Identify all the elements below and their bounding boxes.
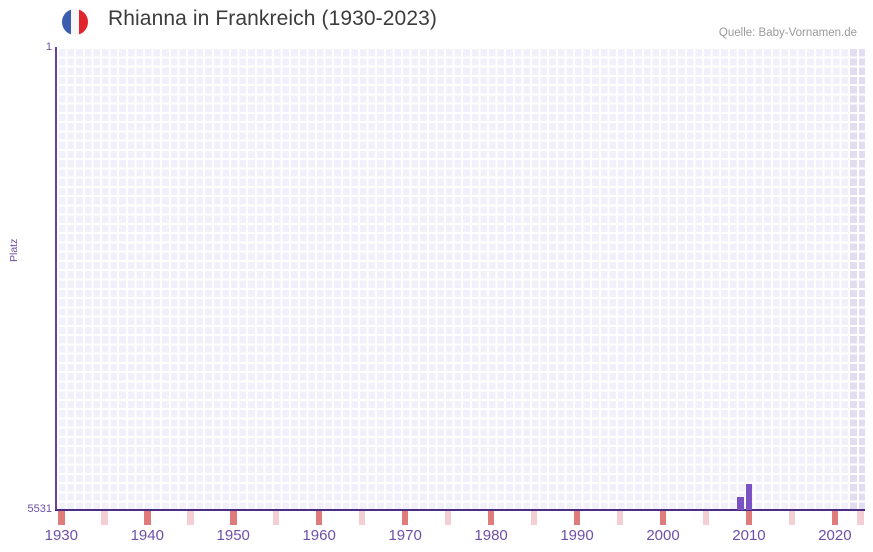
x-tickmark-1950 bbox=[229, 511, 237, 525]
x-tickmark-2010 bbox=[745, 511, 753, 525]
x-axis-label-2020: 2020 bbox=[818, 527, 852, 544]
bar-series bbox=[57, 47, 865, 510]
x-tickmark-2023 bbox=[857, 511, 864, 525]
x-axis-label-2010: 2010 bbox=[732, 527, 766, 544]
x-tickmark-1995 bbox=[616, 511, 624, 525]
x-tickmark-1955 bbox=[272, 511, 280, 525]
flag-band-white bbox=[70, 9, 80, 35]
x-tickmark-1960 bbox=[315, 511, 323, 525]
x-axis-tickstrip bbox=[57, 511, 865, 525]
x-axis-label-1970: 1970 bbox=[388, 527, 422, 544]
y-axis-spine bbox=[55, 47, 57, 510]
bar-2009[interactable] bbox=[737, 496, 744, 510]
chart-header: Rhianna in Frankreich (1930-2023) Quelle… bbox=[0, 0, 873, 46]
source-attribution: Quelle: Baby-Vornamen.de bbox=[718, 27, 857, 39]
x-tickmark-1935 bbox=[100, 511, 108, 525]
x-tickmark-2005 bbox=[702, 511, 710, 525]
x-axis-label-1950: 1950 bbox=[216, 527, 250, 544]
x-tickmark-1985 bbox=[530, 511, 538, 525]
flag-band-red bbox=[79, 9, 88, 35]
x-tickmark-1940 bbox=[143, 511, 151, 525]
x-tickmark-1970 bbox=[401, 511, 409, 525]
y-axis-tick-top: 1 bbox=[45, 41, 52, 53]
x-axis-label-1930: 1930 bbox=[44, 527, 78, 544]
x-axis-spine bbox=[55, 509, 865, 511]
x-tickmark-1930 bbox=[58, 511, 65, 525]
x-tickmark-1945 bbox=[186, 511, 194, 525]
x-tickmark-2015 bbox=[788, 511, 796, 525]
x-axis-label-1940: 1940 bbox=[130, 527, 164, 544]
y-axis-title: Platz bbox=[8, 238, 20, 262]
x-axis-label-1990: 1990 bbox=[560, 527, 594, 544]
bar-2010[interactable] bbox=[745, 484, 753, 510]
y-axis-tick-bottom: 5531 bbox=[27, 503, 52, 515]
x-axis-label-1980: 1980 bbox=[474, 527, 508, 544]
x-axis-label-2000: 2000 bbox=[646, 527, 680, 544]
x-tickmark-2020 bbox=[831, 511, 839, 525]
flag-band-blue bbox=[62, 9, 71, 35]
x-axis-labels: 1930 1940 1950 1960 1970 1980 1990 2000 2010 2020 bbox=[0, 527, 873, 549]
x-tickmark-1965 bbox=[358, 511, 366, 525]
france-flag-icon bbox=[62, 9, 88, 35]
x-tickmark-1980 bbox=[487, 511, 495, 525]
x-tickmark-2000 bbox=[659, 511, 667, 525]
x-tickmark-1975 bbox=[444, 511, 452, 525]
x-axis-label-1960: 1960 bbox=[302, 527, 336, 544]
page-title: Rhianna in Frankreich (1930-2023) bbox=[108, 7, 437, 30]
x-tickmark-1990 bbox=[573, 511, 581, 525]
